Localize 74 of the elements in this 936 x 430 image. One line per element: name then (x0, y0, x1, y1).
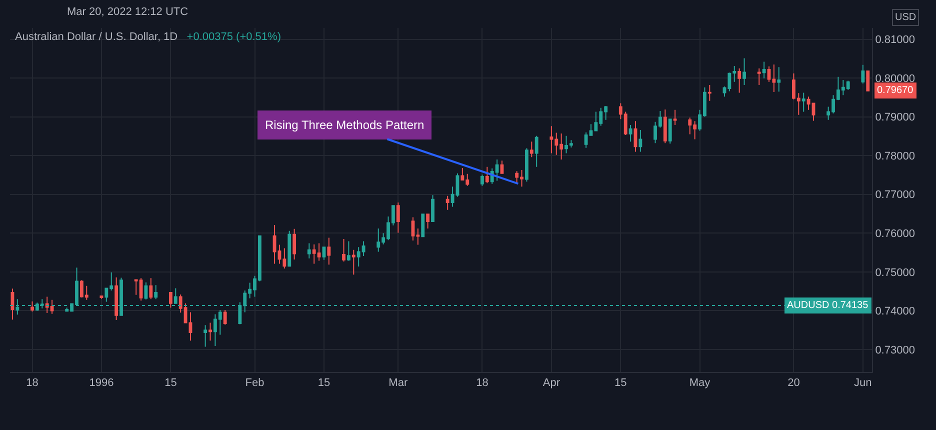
candlestick (762, 61, 766, 79)
candlestick (421, 214, 425, 238)
candlestick (223, 309, 227, 326)
candlestick (10, 288, 14, 320)
ref-line-label: AUDUSD 0.74135 (787, 300, 869, 311)
x-tick-label: Feb (245, 377, 264, 390)
candlestick (663, 108, 667, 144)
candlestick (802, 92, 806, 112)
candlestick (673, 109, 677, 126)
candlestick (530, 141, 534, 158)
candlestick (342, 238, 346, 262)
candlestick (500, 160, 504, 174)
candlestick (777, 66, 781, 92)
candlestick (634, 120, 638, 152)
candlestick (861, 64, 865, 84)
x-tick-label: 20 (788, 377, 800, 390)
candlestick (322, 246, 326, 260)
candlestick (738, 68, 742, 94)
x-tick-label: 18 (26, 377, 38, 390)
x-tick-label: 15 (164, 377, 177, 390)
text: Mar 20, 2022 12:12 UTC (67, 6, 188, 18)
x-tick-label: Apr (542, 377, 560, 390)
y-tick-label: 0.77000 (875, 189, 915, 202)
x-tick-label: 15 (614, 377, 627, 390)
y-axis-title: USD (895, 12, 916, 23)
y-tick-label: 0.81000 (875, 34, 915, 46)
candlestick (396, 202, 400, 234)
candlestick (327, 237, 331, 266)
candlestick (144, 282, 148, 300)
x-tick-label: 18 (476, 377, 488, 390)
candlestick (188, 312, 192, 342)
candlestick (866, 70, 870, 92)
candlestick (154, 284, 158, 300)
candlestick (485, 166, 489, 184)
candlestick (742, 58, 746, 86)
y-tick-label: 0.73000 (875, 344, 915, 356)
annotation: 0.79670 (877, 85, 914, 96)
x-tick-label: Jun (854, 377, 872, 390)
y-tick-label: 0.80000 (875, 72, 915, 85)
candlestick (668, 118, 672, 144)
candlestick (149, 278, 153, 300)
candlestick (30, 300, 34, 312)
candlestick (446, 195, 450, 210)
candlestick (208, 322, 212, 342)
candlestick (346, 240, 350, 262)
y-tick-label: 0.74000 (875, 306, 915, 318)
candlestick (628, 124, 632, 142)
y-tick-label: 0.78000 (875, 150, 915, 162)
y-tick-label: 0.79000 (875, 112, 915, 124)
candlestick (307, 242, 311, 259)
x-tick-label: Mar (388, 377, 408, 390)
candlestick (288, 230, 292, 267)
y-tick-label: 0.75000 (875, 266, 915, 279)
candlestick (204, 324, 208, 348)
chart-title: Australian Dollar / U.S. Dollar, 1D (15, 30, 178, 43)
x-tick-label: 15 (318, 377, 330, 390)
candlestick (524, 148, 528, 182)
y-tick-label: 0.76000 (875, 228, 915, 240)
candlestick (114, 276, 118, 321)
candlestick (708, 84, 712, 102)
candlestick (272, 224, 276, 264)
candlestick (638, 130, 642, 152)
candlestick (431, 194, 434, 222)
candlestick (757, 68, 761, 86)
candlestick (534, 135, 538, 168)
annotation: Rising Three Methods Pattern (265, 118, 424, 132)
candlestick (426, 214, 430, 230)
candlestick (480, 174, 484, 186)
candlestick (292, 228, 296, 260)
x-tick-label: May (689, 377, 711, 390)
candlestick (352, 249, 356, 276)
candlestick (168, 292, 172, 308)
chart-subtitle: +0.00375 (+0.51%) (186, 30, 281, 43)
x-tick-label: 1996 (89, 377, 114, 390)
